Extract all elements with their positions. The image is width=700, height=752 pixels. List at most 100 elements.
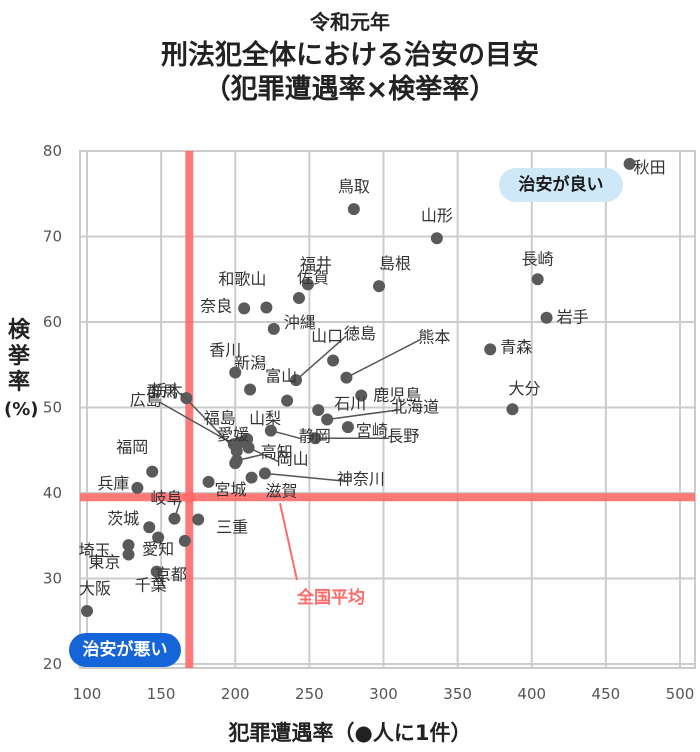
data-point: [152, 531, 165, 544]
x-tick-label: 100: [73, 685, 102, 703]
data-point: [178, 534, 191, 547]
point-label: 栃木: [151, 381, 183, 400]
x-tick-label: 500: [666, 685, 695, 703]
point-label: 熊本: [418, 328, 450, 347]
point-label: 鳥取: [338, 177, 370, 196]
chart-title-era: 令和元年: [310, 10, 390, 34]
point-label: 奈良: [200, 296, 232, 315]
point-label: 石川: [334, 394, 366, 413]
data-point: [290, 374, 303, 387]
data-point: [168, 512, 181, 525]
point-label: 徳島: [344, 324, 376, 343]
point-label: 茨城: [107, 509, 139, 528]
x-tick-label: 150: [147, 685, 176, 703]
y-tick-label: 50: [43, 399, 62, 417]
point-label: 青森: [500, 337, 532, 356]
point-label: 群馬: [146, 382, 178, 401]
y-tick-label: 40: [43, 484, 62, 502]
data-point: [192, 513, 205, 526]
x-tick-label: 250: [295, 685, 324, 703]
point-label: 兵庫: [97, 474, 129, 493]
data-point: [347, 203, 360, 216]
data-point: [309, 432, 322, 445]
y-tick-label: 30: [43, 570, 62, 588]
x-tick-label: 300: [369, 685, 398, 703]
point-label: 高知: [261, 443, 293, 462]
data-point: [264, 424, 277, 437]
x-tick-label: 450: [592, 685, 621, 703]
point-label: 岩手: [557, 308, 589, 327]
point-label: 愛知: [142, 539, 174, 558]
data-point: [355, 389, 368, 402]
data-point: [484, 343, 497, 356]
point-label: 長崎: [522, 249, 554, 268]
point-leader-line: [295, 335, 347, 381]
data-point: [267, 322, 280, 335]
point-label: 大分: [508, 379, 540, 398]
point-label: 新潟: [234, 354, 266, 373]
data-point: [292, 292, 305, 305]
data-point: [146, 465, 159, 478]
point-leader-line: [264, 472, 347, 483]
data-point: [122, 539, 135, 552]
data-point: [281, 394, 294, 407]
chart-title: 刑法犯全体における治安の目安: [161, 40, 539, 71]
y-axis-label: 検挙率 (%): [4, 318, 39, 420]
point-label: 鹿児島: [373, 386, 421, 405]
data-point: [506, 403, 519, 416]
y-tick-label: 60: [43, 313, 62, 331]
data-point: [531, 273, 544, 286]
data-point: [623, 157, 636, 170]
point-leader-line: [327, 408, 402, 421]
data-point: [340, 371, 353, 384]
point-label: 宮城: [215, 480, 247, 499]
x-tick-label: 350: [443, 685, 472, 703]
data-point: [312, 404, 325, 417]
point-label: 広島: [130, 390, 162, 409]
data-point: [244, 383, 257, 396]
point-label: 千葉: [135, 576, 167, 595]
data-point: [202, 475, 215, 488]
point-label: 佐賀: [297, 268, 329, 287]
point-leader-line: [346, 338, 421, 379]
data-point: [230, 454, 243, 467]
data-point: [301, 278, 314, 291]
x-tick-label: 200: [221, 685, 250, 703]
bad-safety-badge: 治安が悪い: [69, 633, 181, 667]
y-tick-label: 80: [43, 142, 62, 160]
point-label: 山口: [311, 326, 343, 345]
data-point: [229, 366, 242, 379]
point-label: 香川: [209, 340, 241, 359]
point-label: 大阪: [79, 579, 111, 598]
point-label: 富山: [265, 367, 297, 386]
data-point: [230, 445, 243, 458]
data-point: [150, 565, 163, 578]
point-label: 東京: [89, 553, 121, 572]
point-label: 岐阜: [150, 489, 182, 508]
data-point: [258, 467, 271, 480]
point-label: 宮崎: [356, 421, 388, 440]
point-label: 島根: [379, 254, 411, 273]
point-label: 沖縄: [284, 313, 316, 332]
point-label: 山梨: [249, 409, 281, 428]
point-label: 秋田: [634, 158, 666, 177]
data-point: [143, 521, 156, 534]
x-tick-label: 400: [517, 685, 546, 703]
data-point: [341, 421, 354, 434]
point-label: 長野: [387, 426, 419, 445]
y-tick-label: 70: [43, 228, 62, 246]
data-point: [327, 354, 340, 367]
data-point: [81, 604, 93, 617]
point-label: 福井: [300, 254, 332, 273]
x-axis-label: 犯罪遭遇率（●人に1件）: [228, 721, 472, 745]
average-point: [183, 491, 196, 504]
data-point: [238, 302, 251, 315]
point-label: 三重: [216, 518, 248, 537]
data-point: [540, 311, 553, 324]
data-point: [122, 548, 135, 561]
data-point: [242, 441, 255, 454]
point-leader-line: [180, 392, 238, 452]
point-label: 滋賀: [266, 482, 298, 501]
point-label: 埼玉: [79, 541, 111, 560]
